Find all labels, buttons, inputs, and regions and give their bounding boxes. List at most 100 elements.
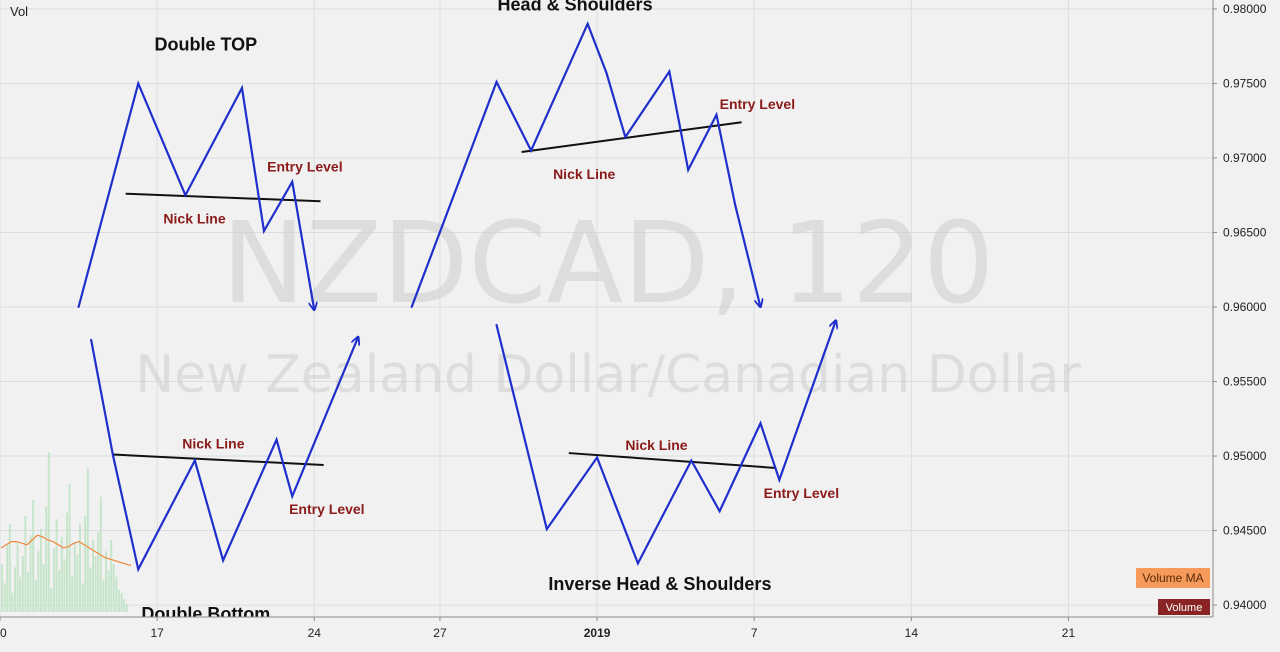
volume-bar — [105, 551, 107, 612]
volume-bar — [45, 506, 48, 612]
volume-bar — [63, 559, 66, 612]
volume-bar — [110, 540, 113, 612]
pattern-point — [112, 455, 115, 458]
pattern-point — [690, 459, 693, 462]
pattern-point — [137, 568, 140, 571]
volume-bar — [92, 540, 94, 612]
pattern-point — [193, 459, 196, 462]
volume-bar — [76, 554, 79, 612]
volume-panel-label: Vol — [10, 4, 28, 19]
price-axis[interactable]: 0.98000 0.97500 0.97000 0.96500 0.96000 0.955… — [1213, 2, 1267, 612]
annotation-label: Entry Level — [267, 158, 342, 174]
pattern-line — [90, 337, 358, 573]
y-tick-label: 0.94500 — [1223, 524, 1267, 538]
pattern-point — [759, 306, 762, 309]
pattern-point — [357, 335, 360, 338]
volume-bar — [27, 572, 29, 612]
volume-bar — [34, 580, 37, 612]
pattern-point — [759, 422, 762, 425]
volume-bar — [24, 516, 27, 612]
y-tick-label: 0.96500 — [1223, 225, 1267, 239]
pattern-point — [545, 528, 548, 531]
plot-background — [0, 0, 1213, 617]
pattern-point — [90, 338, 93, 341]
pattern-point — [313, 308, 316, 311]
pattern-point — [240, 86, 243, 89]
pattern-point — [668, 70, 671, 73]
pattern-point — [636, 562, 639, 565]
volume-bar — [94, 556, 97, 612]
neck-line — [521, 121, 742, 154]
pattern-point — [262, 230, 265, 233]
y-tick-label: 0.94000 — [1223, 598, 1267, 612]
pattern-point — [734, 204, 737, 207]
pattern-point — [184, 194, 187, 197]
volume-bar — [55, 519, 58, 612]
y-tick-label: 0.95500 — [1223, 375, 1267, 389]
volume-bar — [47, 452, 50, 612]
volume-ma-line — [0, 534, 132, 567]
x-tick-label: 14 — [905, 626, 919, 640]
volume-bar — [66, 512, 68, 612]
volume-ma-badge — [1136, 568, 1210, 588]
pattern-point — [77, 306, 80, 309]
pattern-title: Head & Shoulders — [498, 0, 653, 14]
watermark: NZDCAD, 120 New Zealand Dollar/Canadian … — [135, 199, 1081, 405]
volume-bar — [89, 567, 92, 612]
pattern-point — [495, 80, 498, 83]
volume-bar — [21, 556, 24, 612]
volume-bar — [3, 583, 6, 612]
x-tick-label: 27 — [433, 626, 447, 640]
volume-bar — [115, 576, 118, 612]
volume-bar — [8, 524, 11, 612]
y-tick-label: 0.96000 — [1223, 300, 1267, 314]
y-tick-label: 0.98000 — [1223, 2, 1267, 16]
volume-bar — [11, 592, 14, 612]
pattern-point — [291, 180, 294, 183]
pattern-title: Inverse Head & Shoulders — [548, 574, 771, 594]
volume-bar — [125, 604, 128, 612]
volume-bar — [16, 541, 19, 612]
volume-bar — [53, 548, 55, 612]
pattern-title: Double TOP — [154, 35, 257, 55]
volume-bar — [71, 576, 74, 612]
pattern-point — [275, 438, 278, 441]
y-tick-label: 0.95000 — [1223, 449, 1267, 463]
pattern-point — [586, 22, 589, 25]
volume-bar — [14, 567, 16, 612]
pattern-point — [624, 136, 627, 139]
pattern-point — [410, 306, 413, 309]
x-tick-label: 17 — [150, 626, 164, 640]
volume-bar — [73, 541, 76, 612]
time-axis[interactable]: 10 17 24 27 2019 7 14 21 — [0, 617, 1075, 640]
volume-bar — [79, 524, 81, 612]
price-axis-background — [1213, 0, 1280, 647]
x-tick-label: 7 — [751, 626, 758, 640]
annotation-label: Entry Level — [289, 501, 364, 517]
annotation-label: Nick Line — [625, 437, 687, 453]
volume-bar — [29, 535, 32, 612]
pattern-point — [291, 495, 294, 498]
volume-bar — [68, 484, 71, 612]
description-watermark: New Zealand Dollar/Canadian Dollar — [135, 345, 1081, 405]
volume-bar — [81, 583, 84, 612]
volume-bar — [120, 592, 123, 612]
pattern-point — [715, 113, 718, 116]
volume-bar — [102, 580, 105, 612]
neck-line — [113, 453, 324, 466]
volume-bar — [40, 528, 42, 612]
volume-bar — [123, 599, 126, 612]
time-axis-background — [0, 617, 1213, 647]
volume-bar — [86, 468, 89, 612]
volume-bar — [97, 532, 100, 612]
volume-bar — [50, 588, 53, 612]
volume-bar — [58, 570, 61, 612]
volume-bar — [42, 564, 45, 612]
pattern-group: Head & Shoulders Nick Line Entry Level — [410, 0, 795, 309]
pattern-point — [222, 559, 225, 562]
volume-bar — [37, 551, 40, 612]
volume-badge — [1158, 599, 1210, 615]
annotation-label: Nick Line — [182, 436, 244, 452]
